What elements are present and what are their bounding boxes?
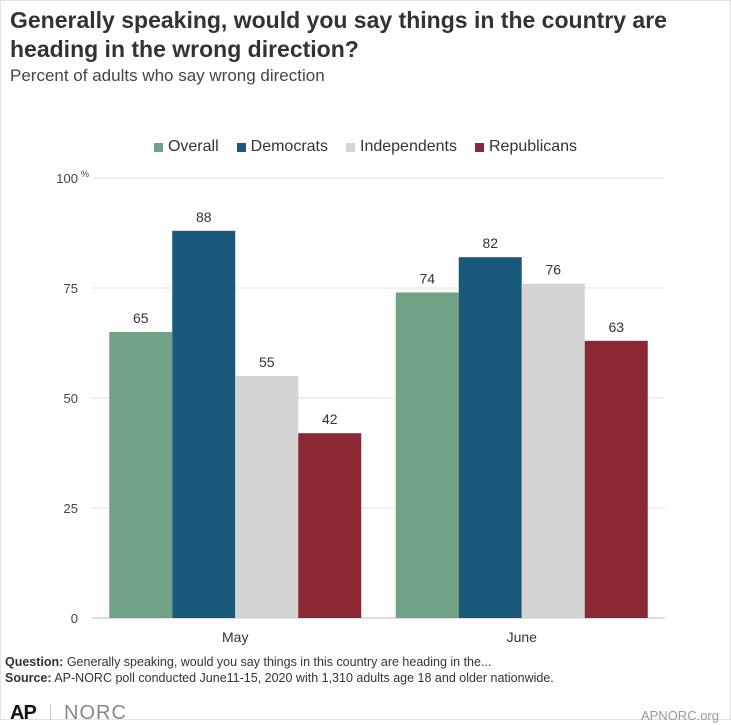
data-label: 42 <box>322 411 338 427</box>
data-label: 65 <box>133 310 149 326</box>
legend-item-independents: Independents <box>346 138 457 156</box>
legend-swatch <box>153 142 163 152</box>
bar-republicans-may <box>298 433 362 618</box>
legend-item-overall: Overall <box>153 138 219 156</box>
legend-item-democrats: Democrats <box>236 138 328 156</box>
bar-overall-june <box>395 292 459 618</box>
data-label: 63 <box>608 319 624 335</box>
y-tick-label: 0 <box>71 611 78 626</box>
bar-chart: 0 25 50 75 100 % 65 88 55 42 May 74 82 76 63 June <box>56 169 665 645</box>
bar-democrats-may <box>172 230 236 619</box>
data-label: 55 <box>259 354 275 370</box>
legend-item-republicans: Republicans <box>474 138 578 156</box>
bar-independents-june <box>521 283 585 618</box>
legend-label: Overall <box>167 138 219 155</box>
y-tick-label: 50 <box>64 391 78 406</box>
y-tick-label: 100 <box>56 171 78 186</box>
legend-swatch <box>474 142 484 152</box>
legend-label: Republicans <box>488 138 578 155</box>
y-tick-label: 75 <box>64 281 78 296</box>
source-label: Source: <box>5 671 52 685</box>
x-tick-label: June <box>507 629 538 645</box>
source-text: AP-NORC poll conducted June11-15, 2020 w… <box>54 671 554 685</box>
data-label: 76 <box>545 262 561 278</box>
legend-swatch <box>236 142 246 152</box>
data-label: 82 <box>482 235 498 251</box>
chart-title: Generally speaking, would you say things… <box>10 7 667 62</box>
question-label: Question: <box>5 655 64 669</box>
site-link: APNORC.org <box>640 708 719 723</box>
chart-footer: Question: Generally speaking, would you … <box>5 654 725 686</box>
bar-democrats-june <box>458 257 522 618</box>
y-tick-label: 25 <box>64 501 78 516</box>
y-unit-label: % <box>81 169 89 179</box>
bar-overall-may <box>109 332 173 618</box>
bar-republicans-june <box>584 340 648 618</box>
norc-logo: NORC <box>64 702 127 724</box>
legend-label: Democrats <box>250 138 328 155</box>
question-text: Generally speaking, would you say things… <box>66 655 492 669</box>
chart-subtitle: Percent of adults who say wrong directio… <box>10 66 325 85</box>
bar-independents-may <box>235 376 299 618</box>
logo-divider <box>50 704 51 720</box>
data-label: 74 <box>419 270 435 286</box>
source-line: Source: AP-NORC poll conducted June11-15… <box>5 670 725 686</box>
legend-swatch <box>346 142 355 152</box>
question-line: Question: Generally speaking, would you … <box>5 654 725 670</box>
legend-label: Independents <box>360 138 457 155</box>
x-tick-label: May <box>222 629 248 645</box>
chart-legend: Overall Democrats Independents Republicans <box>0 138 731 156</box>
ap-logo: AP <box>10 702 37 724</box>
data-label: 88 <box>196 209 212 225</box>
